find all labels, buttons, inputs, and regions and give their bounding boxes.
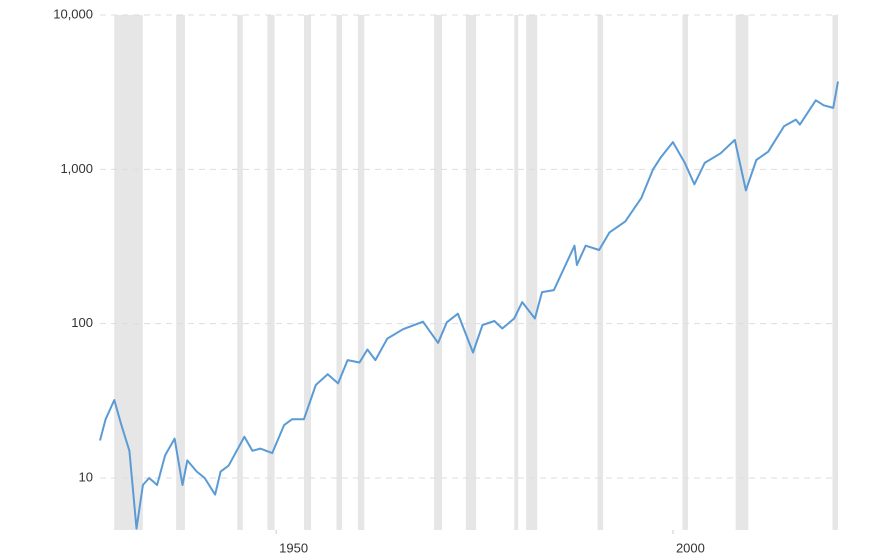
recession-band — [434, 15, 443, 530]
x-tick-label: 1950 — [279, 540, 308, 555]
recession-band — [597, 15, 604, 530]
recession-band — [303, 15, 312, 530]
y-tick-label: 1,000 — [60, 161, 93, 176]
y-tick-label: 100 — [71, 315, 93, 330]
y-tick-label: 10 — [79, 469, 93, 484]
recession-band — [176, 15, 185, 530]
recession-band — [735, 15, 749, 530]
recession-band — [526, 15, 538, 530]
recession-band — [336, 15, 343, 530]
y-tick-label: 10,000 — [53, 6, 93, 21]
recession-band — [357, 15, 365, 530]
recession-band — [465, 15, 477, 530]
x-tick-label: 2000 — [676, 540, 705, 555]
recession-band — [237, 15, 243, 530]
price-line — [99, 81, 839, 530]
recession-band — [114, 15, 143, 530]
recession-band — [682, 15, 689, 530]
recession-band — [832, 15, 838, 530]
recession-band — [514, 15, 519, 530]
recession-band — [267, 15, 275, 530]
